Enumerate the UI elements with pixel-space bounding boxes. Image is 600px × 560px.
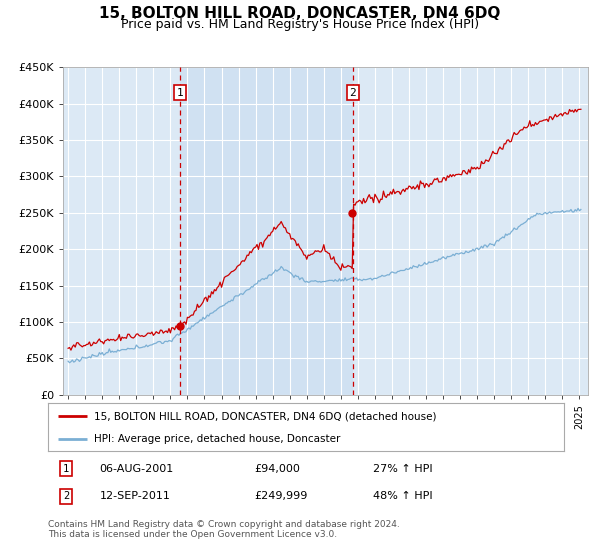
Text: 2: 2 xyxy=(349,88,356,97)
Text: 48% ↑ HPI: 48% ↑ HPI xyxy=(373,491,433,501)
Text: 1: 1 xyxy=(177,88,184,97)
Text: 15, BOLTON HILL ROAD, DONCASTER, DN4 6DQ: 15, BOLTON HILL ROAD, DONCASTER, DN4 6DQ xyxy=(100,6,500,21)
Text: £249,999: £249,999 xyxy=(254,491,308,501)
Text: Contains HM Land Registry data © Crown copyright and database right 2024.
This d: Contains HM Land Registry data © Crown c… xyxy=(48,520,400,539)
Text: £94,000: £94,000 xyxy=(254,464,300,474)
Text: 06-AUG-2001: 06-AUG-2001 xyxy=(100,464,174,474)
Text: 2: 2 xyxy=(63,491,69,501)
Text: 27% ↑ HPI: 27% ↑ HPI xyxy=(373,464,433,474)
Text: 15, BOLTON HILL ROAD, DONCASTER, DN4 6DQ (detached house): 15, BOLTON HILL ROAD, DONCASTER, DN4 6DQ… xyxy=(94,411,437,421)
Text: 1: 1 xyxy=(63,464,69,474)
Text: Price paid vs. HM Land Registry's House Price Index (HPI): Price paid vs. HM Land Registry's House … xyxy=(121,18,479,31)
Text: 12-SEP-2011: 12-SEP-2011 xyxy=(100,491,170,501)
Bar xyxy=(180,67,353,395)
Text: HPI: Average price, detached house, Doncaster: HPI: Average price, detached house, Donc… xyxy=(94,434,341,444)
